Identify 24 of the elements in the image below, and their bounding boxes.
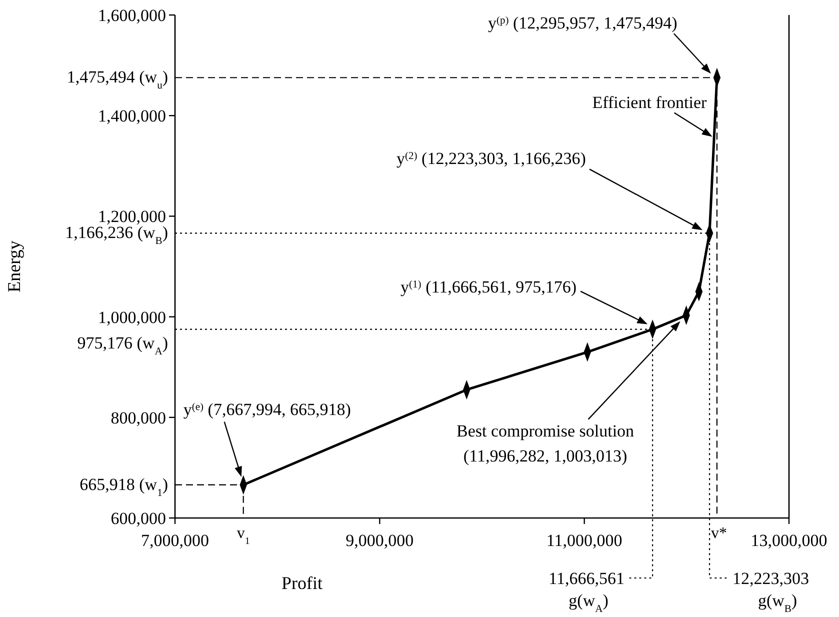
annotation: y$^{(2)}$ (12,223,303, 1,166,236): [396, 149, 586, 168]
annotation: y$^{(p)}$ (12,295,957, 1,475,494): [488, 14, 678, 33]
x-tick-label: 11,000,000: [546, 531, 622, 550]
ref-line-label: 975,176 (w$_{A}$): [77, 333, 168, 357]
ref-line-label: 1,475,494 (w$_{u}$): [66, 68, 168, 92]
y-tick-label: 600,000: [110, 509, 166, 528]
ref-line-label: v$_{1}$: [236, 525, 250, 546]
annotation: y$^{(e)}$ (7,667,994, 665,918): [183, 400, 351, 419]
ref-line-label: 12,223,303 g(w$_{B}$): [732, 569, 810, 614]
ref-line-label: v*: [710, 525, 727, 542]
x-tick-label: 7,000,000: [141, 531, 209, 550]
annotation: y$^{(1)}$ (11,666,561, 975,176): [400, 277, 577, 296]
y-tick-label: 1,600,000: [98, 6, 166, 25]
y-axis-title: Energy: [4, 240, 24, 292]
ref-line-label: 11,666,561 g(w$_{A}$): [548, 569, 625, 614]
ref-line-label: 665,918 (w$_{1}$): [80, 474, 168, 498]
y-tick-label: 1,400,000: [98, 106, 166, 126]
x-axis-title: Profit: [281, 573, 323, 593]
x-tick-label: 9,000,000: [346, 531, 414, 550]
y-tick-label: 1,000,000: [98, 308, 166, 327]
y-tick-label: 800,000: [110, 408, 166, 428]
annotation: Efficient frontier: [592, 92, 708, 112]
annotation: Best compromise solution (11,996,282, 1,003,013): [456, 421, 635, 466]
x-tick-label: 13,000,000: [750, 531, 828, 550]
